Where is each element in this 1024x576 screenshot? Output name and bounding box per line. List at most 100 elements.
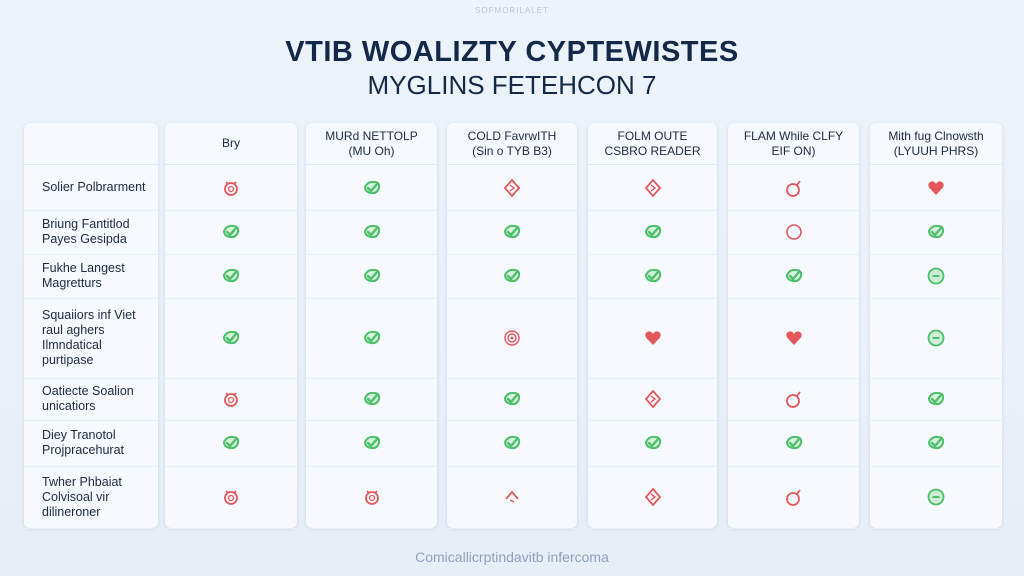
table-cell — [728, 466, 859, 529]
check-icon — [502, 433, 522, 453]
row-label-text: Oatiecte Soalion unicatiors — [42, 384, 134, 413]
product-column: Mith fug Clnowsth (LYUUH PHRS) — [870, 123, 1002, 529]
row-label: Oatiecte Soalion unicatiors — [24, 378, 158, 421]
column-header-line2: EIF ON) — [771, 143, 816, 158]
column-header: COLD FavrwITH (Sin o TYB B3) — [447, 123, 577, 165]
column-header: FOLM OUTE CSBRO READER — [588, 123, 717, 165]
table-cell — [306, 298, 437, 379]
table-cell — [165, 420, 297, 467]
dot-icon — [926, 328, 946, 348]
row-label: Fukhe Langest Magretturs — [24, 254, 158, 299]
check-icon — [362, 328, 382, 348]
table-cell — [306, 165, 437, 211]
row-label-text: Briung Fantitlod Payes Gesipda — [42, 217, 130, 246]
table-cell — [870, 165, 1002, 211]
row-label: Briung Fantitlod Payes Gesipda — [24, 210, 158, 255]
check-icon — [926, 433, 946, 453]
column-header: Bry — [165, 123, 297, 165]
target-icon — [502, 328, 522, 348]
table-cell — [728, 210, 859, 255]
row-label: Twher Phbaiat Colvisoal vir dilinerоner — [24, 466, 158, 529]
column-header-line1: COLD FavrwITH — [467, 128, 557, 143]
top-caption: SOFMORILALET — [475, 6, 549, 15]
row-label: Diey Tranotol Projpracehurat — [24, 420, 158, 467]
column-header-line1: MURd NETTOLP — [325, 128, 418, 143]
table-cell — [728, 298, 859, 379]
table-cell — [870, 420, 1002, 467]
bomb-icon — [784, 178, 804, 198]
table-cell — [306, 378, 437, 421]
table-cell — [165, 378, 297, 421]
product-column: Bry — [165, 123, 297, 529]
row-label-text: Solier Polbrarment — [42, 180, 146, 194]
table-cell — [447, 378, 577, 421]
table-cell — [870, 298, 1002, 379]
column-header-line2: (Sin o TYB B3) — [472, 143, 552, 158]
check-icon — [221, 222, 241, 242]
table-cell — [728, 378, 859, 421]
bomb-icon — [784, 487, 804, 507]
column-header-line2: CSBRO READER — [604, 143, 701, 158]
check-icon — [643, 266, 663, 286]
check-icon — [362, 433, 382, 453]
check-icon — [221, 433, 241, 453]
check-icon — [362, 222, 382, 242]
table-cell — [165, 165, 297, 211]
column-header: MURd NETTOLP (MU Oh) — [306, 123, 437, 165]
check-icon — [362, 178, 382, 198]
alarm-icon — [221, 487, 241, 507]
table-cell — [588, 466, 717, 529]
table-cell — [728, 254, 859, 299]
check-icon — [502, 222, 522, 242]
table-cell — [447, 254, 577, 299]
row-label-text: Squaiiors inf Viet raul aghers Ilmndatic… — [42, 308, 136, 367]
table-cell — [165, 210, 297, 255]
table-cell — [447, 165, 577, 211]
footer-link[interactable]: Comicallicrptindavitb infercoma — [415, 549, 609, 565]
bomb-icon — [784, 389, 804, 409]
table-cell — [306, 210, 437, 255]
row-label-text: Fukhe Langest Magretturs — [42, 261, 125, 290]
check-icon — [784, 433, 804, 453]
check-icon — [362, 389, 382, 409]
page-subtitle: MYGLINS FETEHCON 7 — [367, 70, 657, 100]
header-empty — [24, 123, 158, 165]
column-header-line2: (LYUUH PHRS) — [893, 143, 979, 158]
table-cell — [588, 378, 717, 421]
table-cell — [728, 420, 859, 467]
check-icon — [502, 389, 522, 409]
table-cell — [306, 466, 437, 529]
table-cell — [306, 420, 437, 467]
table-cell — [870, 254, 1002, 299]
table-cell — [165, 466, 297, 529]
table-cell — [588, 165, 717, 211]
table-cell — [447, 420, 577, 467]
column-header: FLAM While CLFY EIF ON) — [728, 123, 859, 165]
dot-icon — [926, 487, 946, 507]
column-header: Mith fug Clnowsth (LYUUH PHRS) — [870, 123, 1002, 165]
page-title: VTIB WOALIZTY CYPTEWISTES — [285, 36, 739, 68]
check-icon — [362, 266, 382, 286]
table-cell — [165, 254, 297, 299]
product-column: FLAM While CLFY EIF ON) — [728, 123, 859, 529]
table-cell — [165, 298, 297, 379]
table-cell — [447, 466, 577, 529]
table-cell — [870, 210, 1002, 255]
check-icon — [643, 433, 663, 453]
check-icon — [926, 389, 946, 409]
table-cell — [588, 254, 717, 299]
alarm-icon — [362, 487, 382, 507]
table-cell — [447, 210, 577, 255]
feature-column: Solier Polbrarment Briung Fantitlod Payes… — [24, 123, 158, 529]
row-label: Squaiiors inf Viet raul aghers Ilmndatic… — [24, 298, 158, 379]
alarm-icon — [221, 389, 241, 409]
table-cell — [588, 420, 717, 467]
column-header-line1: FOLM OUTE — [617, 128, 688, 143]
row-label: Solier Polbrarment — [24, 165, 158, 211]
column-header-line2: (MU Oh) — [348, 143, 395, 158]
table-cell — [588, 210, 717, 255]
column-header-line1: Bry — [222, 136, 240, 150]
diamond-icon — [643, 389, 663, 409]
diamond-icon — [643, 178, 663, 198]
circle-icon — [784, 222, 804, 242]
